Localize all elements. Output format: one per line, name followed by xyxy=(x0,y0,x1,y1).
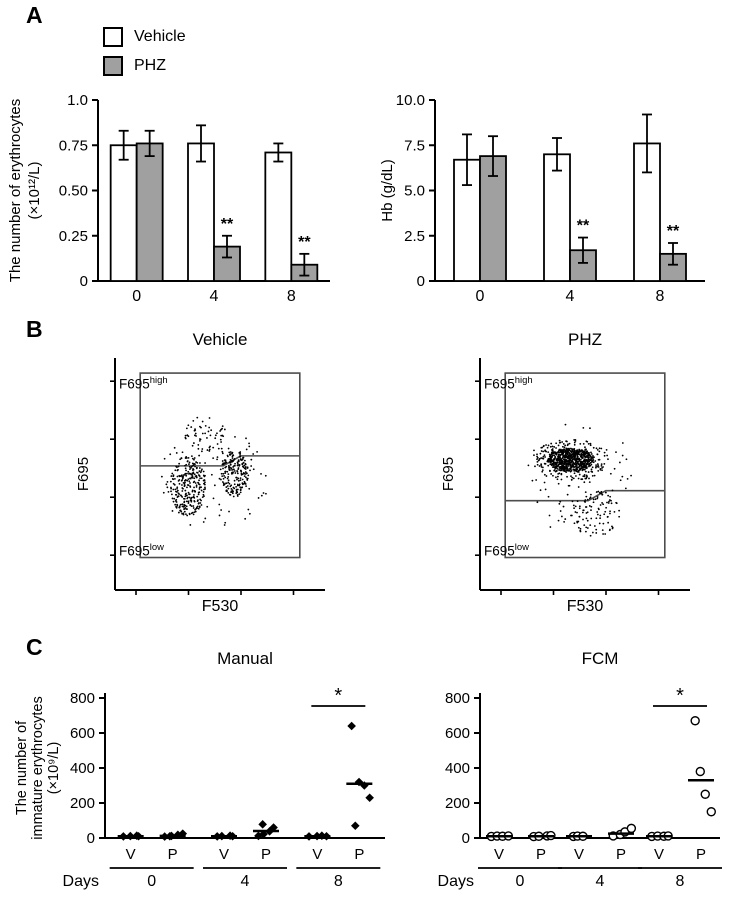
gate-label-sup: low xyxy=(514,542,529,553)
gate-label-f695low-phz: F695low xyxy=(484,543,529,558)
svg-text:immature erythrocytes: immature erythrocytes xyxy=(30,696,46,839)
svg-text:F695: F695 xyxy=(75,457,92,491)
svg-text:F695: F695 xyxy=(440,457,457,491)
svg-text:1.0: 1.0 xyxy=(67,92,88,109)
svg-text:0.25: 0.25 xyxy=(59,228,88,245)
hemoglobin-bar-chart: Hb (g/dL) 0 2.5 5.0 7.5 10.0 0 4 8 ** ** xyxy=(379,92,705,305)
legend-swatch-vehicle xyxy=(103,27,123,47)
legend-label-phz: PHZ xyxy=(134,57,166,74)
flow-vehicle-title: Vehicle xyxy=(192,330,248,349)
svg-text:P: P xyxy=(168,846,178,863)
svg-text:(×10¹²/L): (×10¹²/L) xyxy=(26,162,43,220)
svg-text:The number of erythrocytes: The number of erythrocytes xyxy=(7,99,24,282)
gate-label-base: F695 xyxy=(484,376,515,392)
svg-text:V: V xyxy=(312,846,322,863)
panel-c-label: C xyxy=(26,634,43,660)
gate-label-sup: high xyxy=(149,375,168,386)
svg-text:8: 8 xyxy=(334,873,343,890)
manual-plot-title: Manual xyxy=(217,649,273,668)
svg-text:0.50: 0.50 xyxy=(59,183,88,200)
svg-text:P: P xyxy=(616,846,626,863)
svg-text:7.5: 7.5 xyxy=(404,137,425,154)
svg-text:10.0: 10.0 xyxy=(396,92,425,109)
legend-swatch-phz xyxy=(103,56,123,76)
svg-text:8: 8 xyxy=(287,288,296,305)
erythrocyte-count-bar-chart: The number of erythrocytes (×10¹²/L) 0 0.25… xyxy=(7,92,330,305)
gate-label-f695high-vehicle: F695high xyxy=(119,376,168,391)
flow-cytometry-vehicle-plot: F695 xyxy=(75,358,325,595)
svg-text:4: 4 xyxy=(210,288,219,305)
svg-text:0.75: 0.75 xyxy=(59,137,88,154)
flow-phz-title: PHZ xyxy=(568,330,602,349)
svg-text:P: P xyxy=(354,846,364,863)
svg-text:*: * xyxy=(334,685,342,707)
flow-phz-xlabel: F530 xyxy=(566,598,604,615)
svg-text:V: V xyxy=(494,846,504,863)
gate-label-f695high-phz: F695high xyxy=(484,376,533,391)
svg-text:2.5: 2.5 xyxy=(404,228,425,245)
svg-text:V: V xyxy=(126,846,136,863)
gate-label-base: F695 xyxy=(119,376,150,392)
svg-text:P: P xyxy=(536,846,546,863)
gate-label-sup: high xyxy=(514,375,533,386)
svg-text:4: 4 xyxy=(241,873,250,890)
svg-text:600: 600 xyxy=(445,725,470,742)
legend: Vehicle PHZ xyxy=(103,27,186,85)
gate-label-f695low-vehicle: F695low xyxy=(119,543,164,558)
svg-text:**: ** xyxy=(298,234,311,251)
svg-text:**: ** xyxy=(577,218,590,235)
panel-a-label: A xyxy=(26,2,43,28)
svg-text:400: 400 xyxy=(70,760,95,777)
legend-label-vehicle: Vehicle xyxy=(134,28,186,45)
svg-text:8: 8 xyxy=(656,288,665,305)
svg-text:4: 4 xyxy=(566,288,575,305)
svg-text:P: P xyxy=(696,846,706,863)
legend-item-phz: PHZ xyxy=(103,56,186,76)
svg-text:8: 8 xyxy=(676,873,685,890)
svg-text:0: 0 xyxy=(87,830,95,847)
gate-label-base: F695 xyxy=(484,543,515,559)
legend-item-vehicle: Vehicle xyxy=(103,27,186,47)
manual-immature-erythrocyte-dot-plot: The number of immature erythrocytes (×10⁹/… xyxy=(14,685,385,890)
svg-text:5.0: 5.0 xyxy=(404,183,425,200)
svg-text:Days: Days xyxy=(63,873,99,890)
svg-text:0: 0 xyxy=(462,830,470,847)
fcm-plot-title: FCM xyxy=(581,649,619,668)
svg-text:P: P xyxy=(261,846,271,863)
gate-label-sup: low xyxy=(149,542,164,553)
svg-text:**: ** xyxy=(667,223,680,240)
svg-text:*: * xyxy=(676,685,684,707)
svg-text:0: 0 xyxy=(147,873,156,890)
svg-text:400: 400 xyxy=(445,760,470,777)
flow-cytometry-phz-plot: F695 xyxy=(440,358,690,595)
svg-text:600: 600 xyxy=(70,725,95,742)
svg-text:V: V xyxy=(219,846,229,863)
svg-text:The number of: The number of xyxy=(14,720,30,815)
svg-text:V: V xyxy=(654,846,664,863)
svg-text:200: 200 xyxy=(70,795,95,812)
svg-text:(×10⁹/L): (×10⁹/L) xyxy=(46,742,62,795)
svg-text:**: ** xyxy=(221,216,234,233)
svg-text:0: 0 xyxy=(516,873,525,890)
svg-text:0: 0 xyxy=(132,288,141,305)
svg-text:0: 0 xyxy=(80,273,88,290)
svg-text:4: 4 xyxy=(596,873,605,890)
svg-text:V: V xyxy=(574,846,584,863)
svg-text:0: 0 xyxy=(476,288,485,305)
flow-vehicle-xlabel: F530 xyxy=(201,598,239,615)
svg-text:Hb (g/dL): Hb (g/dL) xyxy=(379,159,396,222)
svg-text:Days: Days xyxy=(438,873,474,890)
svg-text:800: 800 xyxy=(70,690,95,707)
svg-text:200: 200 xyxy=(445,795,470,812)
svg-text:0: 0 xyxy=(417,273,425,290)
panel-b-label: B xyxy=(26,316,43,342)
svg-text:800: 800 xyxy=(445,690,470,707)
gate-label-base: F695 xyxy=(119,543,150,559)
